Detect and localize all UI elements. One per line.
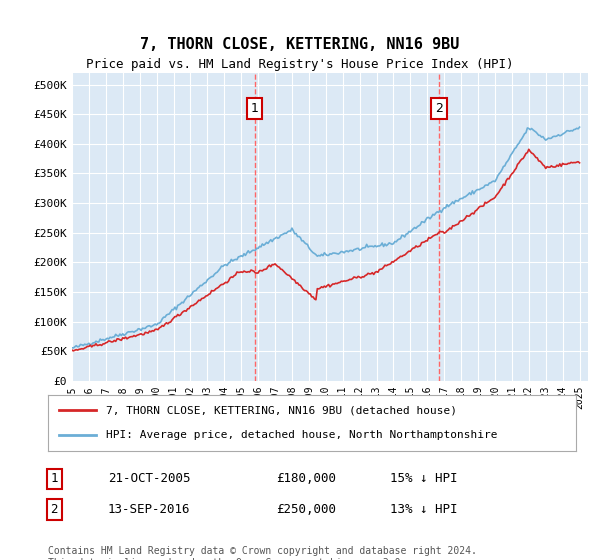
Text: 13% ↓ HPI: 13% ↓ HPI (390, 503, 458, 516)
Text: 15% ↓ HPI: 15% ↓ HPI (390, 472, 458, 486)
Text: 7, THORN CLOSE, KETTERING, NN16 9BU: 7, THORN CLOSE, KETTERING, NN16 9BU (140, 38, 460, 52)
Text: £250,000: £250,000 (276, 503, 336, 516)
Text: Contains HM Land Registry data © Crown copyright and database right 2024.
This d: Contains HM Land Registry data © Crown c… (48, 546, 477, 560)
Text: 1: 1 (50, 472, 58, 486)
Text: 2: 2 (50, 503, 58, 516)
Text: 13-SEP-2016: 13-SEP-2016 (108, 503, 191, 516)
Text: Price paid vs. HM Land Registry's House Price Index (HPI): Price paid vs. HM Land Registry's House … (86, 58, 514, 71)
Text: 2: 2 (435, 102, 443, 115)
Text: 1: 1 (251, 102, 259, 115)
Text: 21-OCT-2005: 21-OCT-2005 (108, 472, 191, 486)
Text: £180,000: £180,000 (276, 472, 336, 486)
Text: HPI: Average price, detached house, North Northamptonshire: HPI: Average price, detached house, Nort… (106, 430, 497, 440)
Text: 7, THORN CLOSE, KETTERING, NN16 9BU (detached house): 7, THORN CLOSE, KETTERING, NN16 9BU (det… (106, 405, 457, 416)
